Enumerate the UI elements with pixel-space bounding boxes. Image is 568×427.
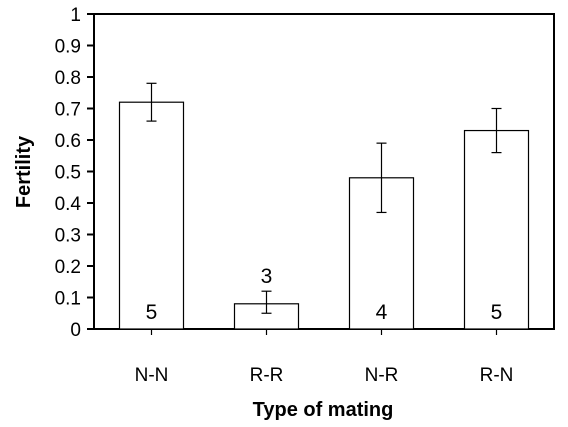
sample-size-label: 5 — [146, 301, 158, 324]
y-tick-label: 0.2 — [55, 257, 81, 278]
y-tick-label: 0.4 — [55, 194, 82, 215]
y-tick-label: 0.6 — [55, 131, 81, 152]
x-category-label: R-N — [480, 365, 514, 386]
bar-series: 5 3 4 5 — [118, 82, 530, 330]
x-category-label: R-R — [250, 365, 284, 386]
x-category-label: N-N — [135, 365, 169, 386]
sample-size-label: 4 — [376, 301, 388, 324]
y-tick-label: 0.5 — [55, 163, 81, 184]
y-axis-title: Fertility — [13, 135, 35, 208]
y-tick-label: 0.9 — [55, 37, 81, 58]
sample-size-label: 5 — [491, 301, 503, 324]
y-tick-label: 0.1 — [55, 289, 81, 310]
y-axis: 0 0.1 0.2 0.3 0.4 0.5 0.6 0.7 0.8 0.9 1 — [55, 5, 94, 341]
y-tick-label: 0.3 — [55, 226, 81, 247]
x-axis-title: Type of mating — [253, 399, 394, 421]
y-tick-label: 1 — [70, 5, 81, 26]
y-tick-label: 0.7 — [55, 100, 81, 121]
bar — [118, 101, 185, 330]
y-tick-label: 0.8 — [55, 68, 81, 89]
y-tick-label: 0 — [70, 320, 81, 341]
sample-size-label: 3 — [261, 265, 273, 288]
bar — [463, 129, 530, 330]
x-axis: N-N R-R N-R R-N — [135, 329, 514, 386]
x-category-label: N-R — [365, 365, 399, 386]
